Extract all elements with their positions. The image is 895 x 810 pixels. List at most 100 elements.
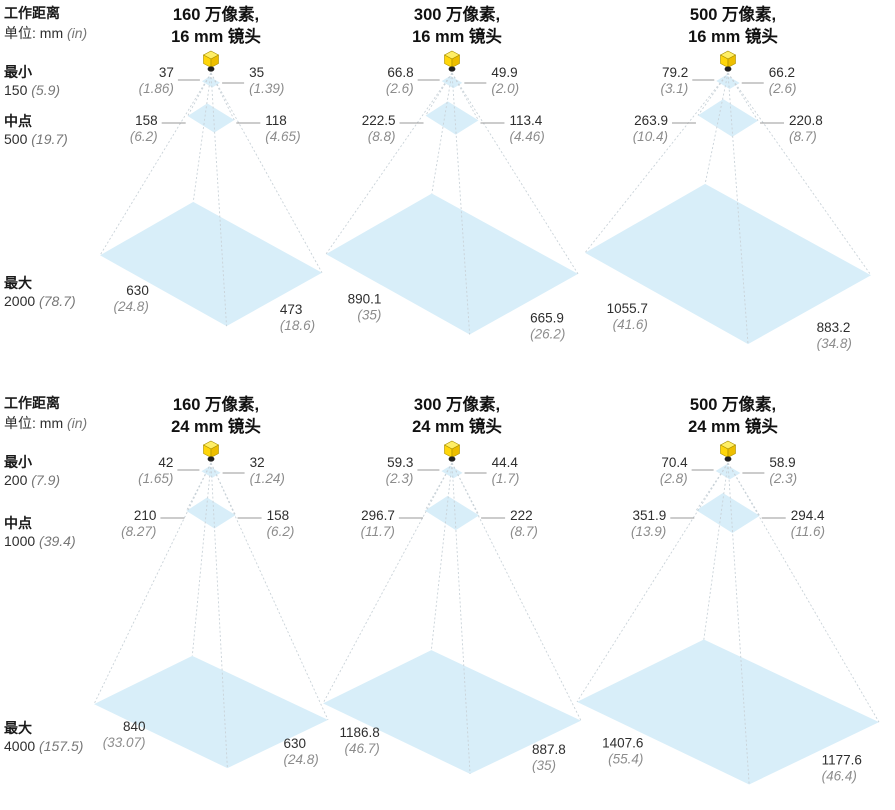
- projection-line: [430, 462, 453, 651]
- projection-line: [210, 462, 236, 516]
- mid-left-mm: 222.5: [362, 113, 396, 128]
- projection-line: [210, 462, 329, 721]
- mid-right-mm: 113.4: [509, 113, 542, 128]
- max-left-in: (24.8): [114, 299, 149, 314]
- unit-label: 单位: mm (in): [4, 25, 87, 41]
- projection-line: [325, 72, 453, 255]
- fov-plane-mid: [187, 103, 235, 133]
- min-right-in: (2.6): [769, 81, 797, 96]
- max-left-in: (41.6): [613, 317, 648, 332]
- mid-right-mm: 294.4: [791, 508, 825, 523]
- max-left-mm: 1055.7: [607, 301, 648, 316]
- fov-plane-mid: [696, 493, 760, 533]
- mid-right-mm: 220.8: [789, 113, 823, 128]
- camera-icon: [443, 50, 461, 72]
- min-left-mm: 59.3: [387, 455, 413, 470]
- distance-name: 最大: [4, 720, 32, 736]
- mid-left-mm: 351.9: [632, 508, 666, 523]
- min-right-in: (2.3): [769, 471, 797, 486]
- min-left-mm: 42: [158, 455, 173, 470]
- projection-line: [451, 72, 479, 121]
- projection-line: [697, 72, 729, 116]
- fov-diagram-r1c3: 500 万像素,16 mm 镜头79.2(3.1)66.2(2.6)263.9(…: [584, 5, 872, 351]
- camera-icon: [443, 440, 461, 462]
- min-left-mm: 79.2: [662, 65, 688, 80]
- camera-icon: [202, 440, 220, 462]
- max-right-in: (46.4): [822, 768, 857, 783]
- min-right-in: (1.24): [250, 471, 285, 486]
- fov-plane-max: [94, 655, 328, 769]
- projection-line: [727, 462, 750, 785]
- mid-left-in: (11.7): [361, 524, 395, 539]
- fov-diagram-r1c2: 300 万像素,16 mm 镜头66.8(2.6)49.9(2.0)222.5(…: [325, 5, 579, 342]
- projection-line: [186, 462, 212, 512]
- min-right-in: (1.7): [492, 471, 520, 486]
- projection-line: [703, 462, 729, 640]
- fov-plane-max: [100, 201, 322, 327]
- projection-line: [727, 72, 749, 345]
- fov-diagram-r2c3: 500 万像素,24 mm 镜头70.4(2.8)58.9(2.3)351.9(…: [576, 395, 880, 785]
- projection-line: [210, 72, 323, 273]
- projection-line: [192, 72, 212, 202]
- mid-left-mm: 158: [135, 113, 158, 128]
- distance-value: 1000 (39.4): [4, 533, 76, 549]
- max-right-mm: 630: [284, 736, 307, 751]
- mid-right-in: (11.6): [791, 524, 825, 539]
- fov-plane-max: [585, 183, 871, 345]
- max-right-mm: 665.9: [530, 311, 564, 326]
- distance-name: 最小: [4, 454, 32, 470]
- min-right-mm: 44.4: [492, 455, 519, 470]
- projection-line: [210, 72, 235, 121]
- mid-left-in: (8.27): [121, 524, 156, 539]
- camera-lens: [207, 456, 215, 462]
- max-right-in: (26.2): [530, 327, 565, 342]
- mid-right-mm: 158: [267, 508, 290, 523]
- mid-right-in: (8.7): [510, 524, 538, 539]
- diagram-title-line1: 500 万像素,: [690, 5, 776, 24]
- diagram-title-line1: 160 万像素,: [173, 395, 259, 414]
- projection-line: [451, 462, 471, 774]
- projection-line: [210, 72, 227, 327]
- camera-lens: [448, 456, 456, 462]
- max-left-in: (55.4): [608, 751, 643, 766]
- mid-right-in: (4.65): [265, 129, 300, 144]
- diagram-title-line2: 24 mm 镜头: [688, 416, 778, 436]
- min-left-in: (1.86): [139, 81, 174, 96]
- mid-right-in: (4.46): [509, 129, 544, 144]
- projection-line: [451, 462, 480, 516]
- unit-label: 单位: mm (in): [4, 415, 87, 431]
- max-right-mm: 473: [280, 302, 303, 317]
- diagram-title-line2: 16 mm 镜头: [688, 26, 778, 46]
- mid-left-in: (13.9): [631, 524, 666, 539]
- camera-lens: [448, 66, 456, 72]
- camera-icon: [719, 440, 737, 462]
- distance-value: 200 (7.9): [4, 472, 60, 488]
- min-right-mm: 35: [249, 65, 264, 80]
- projection-line: [191, 462, 212, 656]
- projection-line: [424, 462, 453, 511]
- max-right-mm: 887.8: [532, 742, 566, 757]
- diagram-title-line2: 16 mm 镜头: [171, 26, 261, 46]
- camera-lens: [724, 456, 732, 462]
- fov-plane-max: [577, 639, 879, 785]
- max-right-in: (35): [532, 758, 556, 773]
- fov-plane-min: [716, 74, 740, 90]
- projection-line: [451, 72, 471, 335]
- camera-lens: [207, 66, 215, 72]
- mid-left-mm: 210: [134, 508, 157, 523]
- fov-diagram-r2c1: 160 万像素, 24 mm 镜头 42(1.65) 32(1.24) 210(8.27…: [93, 395, 329, 769]
- max-left-mm: 630: [126, 283, 149, 298]
- distance-value: 2000 (78.7): [4, 293, 76, 309]
- working-distance-title: 工作距离: [4, 5, 60, 21]
- min-left-in: (3.1): [661, 81, 689, 96]
- distance-name: 中点: [4, 113, 32, 129]
- max-left-mm: 1186.8: [339, 725, 379, 740]
- distance-name: 最小: [4, 64, 32, 80]
- projection-line: [322, 462, 453, 704]
- max-left-in: (35): [357, 308, 381, 323]
- diagram-title-line2: 24 mm 镜头: [171, 416, 261, 436]
- min-left-in: (1.65): [138, 471, 173, 486]
- camera-icon: [202, 50, 220, 72]
- projection-line: [727, 72, 872, 276]
- mid-right-in: (6.2): [267, 524, 295, 539]
